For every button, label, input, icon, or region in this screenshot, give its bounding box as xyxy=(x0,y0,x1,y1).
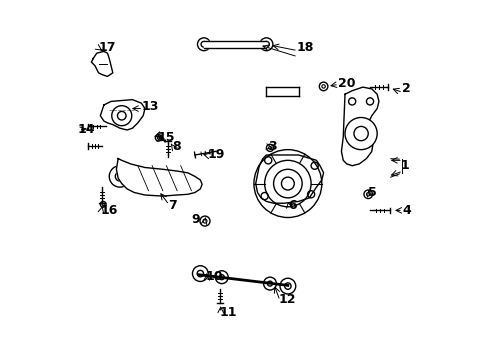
Text: 4: 4 xyxy=(402,204,411,217)
Polygon shape xyxy=(342,87,379,166)
Text: 14: 14 xyxy=(77,123,95,136)
Text: 1: 1 xyxy=(400,159,409,172)
Text: 12: 12 xyxy=(279,293,296,306)
Text: 9: 9 xyxy=(192,213,200,226)
Text: 15: 15 xyxy=(157,131,175,144)
Text: 8: 8 xyxy=(172,140,180,153)
Polygon shape xyxy=(117,158,202,196)
Text: 20: 20 xyxy=(338,77,355,90)
Text: 19: 19 xyxy=(207,148,225,162)
Text: 18: 18 xyxy=(297,41,314,54)
Circle shape xyxy=(254,150,322,217)
Text: 3: 3 xyxy=(268,140,277,153)
Text: 11: 11 xyxy=(220,306,238,319)
Text: 2: 2 xyxy=(402,82,411,95)
Circle shape xyxy=(345,117,377,150)
Text: 6: 6 xyxy=(288,198,296,212)
Text: 7: 7 xyxy=(168,198,177,212)
Text: 5: 5 xyxy=(368,186,377,199)
Text: 16: 16 xyxy=(100,204,118,217)
Text: 17: 17 xyxy=(98,41,116,54)
Text: 10: 10 xyxy=(206,270,223,283)
Text: 13: 13 xyxy=(142,100,159,113)
Polygon shape xyxy=(256,155,323,203)
Circle shape xyxy=(260,38,273,51)
